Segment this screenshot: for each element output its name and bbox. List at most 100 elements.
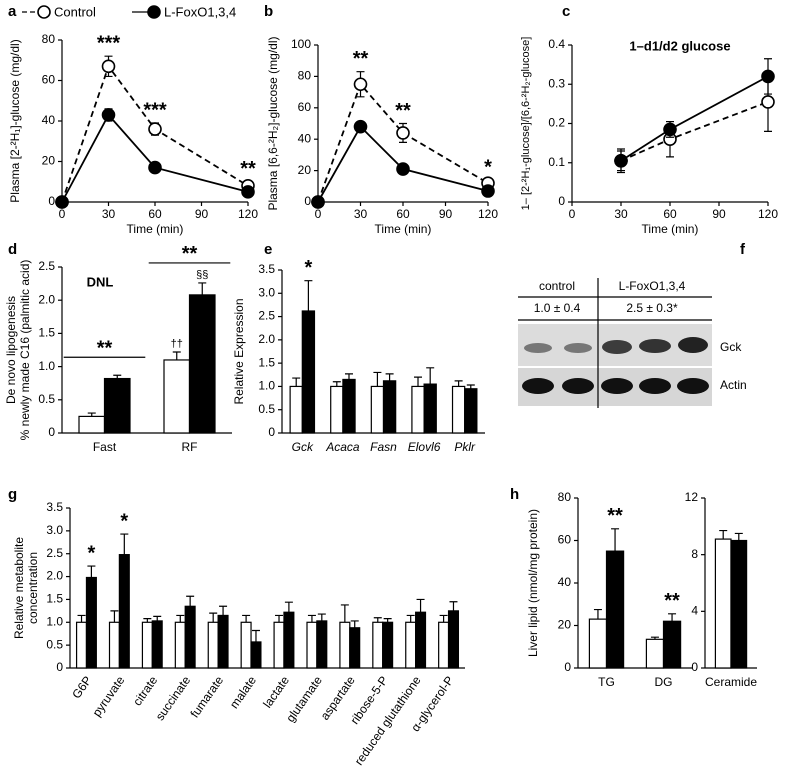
bar <box>605 550 625 669</box>
y-tick-label: 80 <box>42 32 56 46</box>
y-tick-label: 3.5 <box>258 262 275 276</box>
y-tick-label: 1.0 <box>38 359 55 373</box>
y-tick-label: 3.5 <box>46 500 63 514</box>
x-tick-label: DG <box>655 675 673 689</box>
error-bar <box>406 614 415 623</box>
error-bar <box>385 373 394 381</box>
x-tick-label: 0 <box>569 207 576 221</box>
bar <box>714 538 732 669</box>
bar <box>174 621 186 669</box>
band <box>564 343 592 353</box>
error-bar <box>120 533 129 555</box>
bar <box>339 621 351 669</box>
error-bar <box>110 610 119 623</box>
bar <box>423 383 437 434</box>
x-tick-label: malate <box>227 673 259 711</box>
bar <box>411 385 425 434</box>
y-axis-label: Liver lipid (nmol/mg protein) <box>526 509 540 657</box>
panel-letter: h <box>510 486 519 503</box>
x-tick-label: 90 <box>439 207 453 221</box>
x-tick-label: 0 <box>59 207 66 221</box>
error-bar <box>373 617 382 623</box>
y-tick-label: 1.0 <box>46 614 63 628</box>
y-tick-label: 8 <box>691 547 698 561</box>
x-tick-label: 60 <box>396 207 410 221</box>
series-line <box>61 64 249 203</box>
significance: ** <box>240 158 256 180</box>
error-bar <box>454 380 463 387</box>
y-tick-label: 1.5 <box>258 355 275 369</box>
x-tick-label: 120 <box>758 207 778 221</box>
error-bar <box>209 612 218 623</box>
error-bar <box>219 605 228 616</box>
y-tick-label: 3.0 <box>46 523 63 537</box>
y-tick-label: 0 <box>558 194 565 208</box>
error-bar <box>87 565 96 578</box>
significance: * <box>484 156 492 178</box>
marker <box>148 160 162 175</box>
marker <box>55 195 69 209</box>
error-bar <box>383 618 392 623</box>
legend-label: L-FoxO1,3,4 <box>164 4 236 19</box>
significance: ** <box>607 505 623 527</box>
y-tick-label: 2.0 <box>38 292 55 306</box>
y-tick-label: 80 <box>298 69 312 83</box>
bar <box>405 621 417 669</box>
y-tick-label: 0 <box>48 194 55 208</box>
x-tick-label: 30 <box>102 207 116 221</box>
series-line <box>317 82 489 203</box>
y-tick-label: 2.5 <box>46 546 63 560</box>
significance: * <box>120 510 128 532</box>
chart-title: DNL <box>87 274 114 289</box>
y-tick-label: 20 <box>558 618 572 632</box>
x-tick-label: TG <box>598 675 615 689</box>
legend-label: Control <box>54 4 96 19</box>
bar <box>151 620 163 669</box>
y-tick-label: 0 <box>56 660 63 674</box>
western-blot: f control L-FoxO1,3,4 1.0 ± 0.4 2.5 ± 0.… <box>518 241 747 408</box>
marker <box>396 126 410 140</box>
series-line <box>620 101 769 162</box>
series-line <box>620 75 769 162</box>
y-tick-label: 2.5 <box>258 309 275 323</box>
bar <box>382 380 397 434</box>
x-tick-label: pyruvate <box>90 673 128 719</box>
band <box>639 339 671 353</box>
panel-letter: d <box>8 241 17 258</box>
bar <box>451 385 466 434</box>
y-tick-label: 20 <box>298 163 312 177</box>
panel-letter: a <box>8 3 17 20</box>
y-axis-label: Plasma [6,6-²H₂]-glucose (mg/dl) <box>266 36 280 210</box>
panel-letter: c <box>562 3 570 20</box>
marker <box>353 119 368 134</box>
x-tick-label: Acaca <box>325 440 360 454</box>
group-label: control <box>539 279 575 293</box>
marker <box>101 108 116 122</box>
y-tick-label: 0.1 <box>548 155 565 169</box>
error-bar <box>426 367 435 385</box>
marker <box>614 153 628 168</box>
bar <box>217 614 229 669</box>
significance: §§ <box>196 269 208 281</box>
marker <box>101 59 116 74</box>
bar <box>415 611 427 669</box>
quantification: 2.5 ± 0.3* <box>626 301 678 315</box>
error-bar <box>344 373 353 380</box>
x-tick-label: Fast <box>93 440 117 454</box>
bar <box>662 620 682 669</box>
y-tick-label: 0 <box>48 425 55 439</box>
bar <box>184 605 196 669</box>
y-axis-label: Relative Expression <box>232 298 246 404</box>
bar <box>438 621 450 669</box>
bar <box>103 377 131 434</box>
y-tick-label: 3.0 <box>258 285 275 299</box>
error-bar <box>611 528 620 552</box>
x-tick-label: citrate <box>130 673 160 708</box>
y-tick-label: 0.5 <box>46 637 63 651</box>
y-tick-label: 60 <box>298 100 312 114</box>
band <box>524 343 552 353</box>
band <box>602 340 632 354</box>
x-axis-label: Time (min) <box>642 222 699 236</box>
error-bar <box>317 613 326 621</box>
